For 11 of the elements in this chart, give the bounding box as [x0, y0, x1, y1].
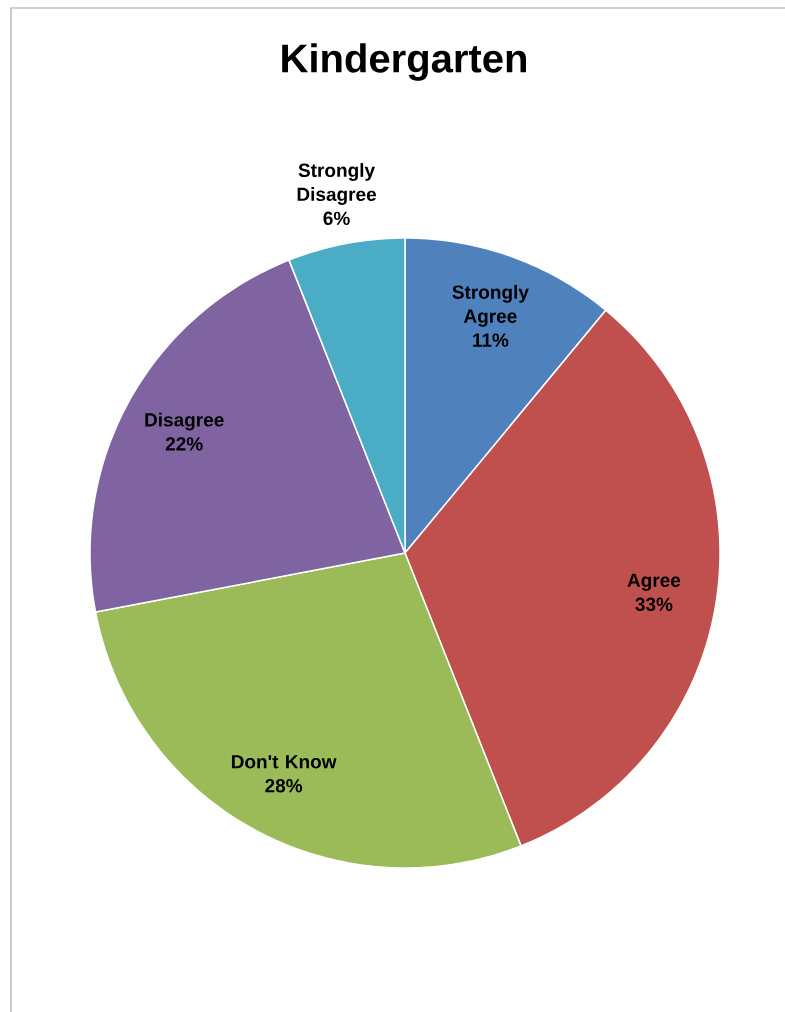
- data-label: 11%: [473, 333, 509, 347]
- slice-label: Strongly Disagree: [297, 163, 377, 205]
- data-label: 28%: [265, 779, 303, 793]
- slice-label: Disagree: [145, 412, 224, 431]
- slice-label: Don't Know: [231, 755, 337, 769]
- data-label: 22%: [165, 437, 203, 451]
- slice-label: Agree: [627, 573, 681, 591]
- chart-title: Kindergarten: [282, 43, 526, 81]
- slice-label: Strongly Agree: [452, 284, 529, 327]
- data-label: 33%: [635, 597, 673, 612]
- data-label: 6%: [323, 211, 350, 226]
